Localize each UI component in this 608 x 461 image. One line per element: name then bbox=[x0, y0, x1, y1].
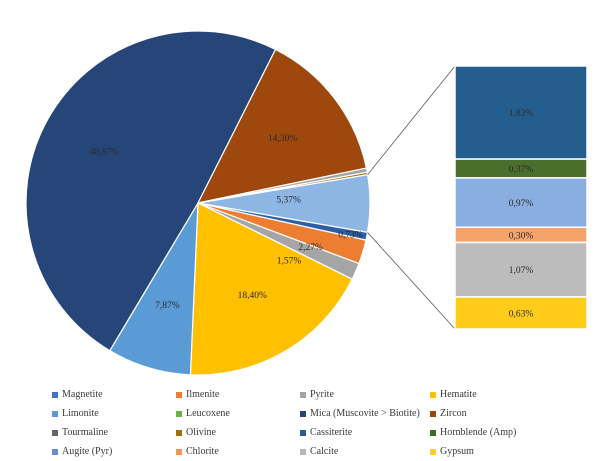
legend-item: Calcite bbox=[300, 443, 430, 460]
pie-slice bbox=[189, 202, 354, 376]
bar-segment bbox=[454, 65, 588, 160]
connector-lines bbox=[367, 65, 456, 330]
bar-segment bbox=[454, 177, 588, 229]
legend-swatch bbox=[300, 391, 306, 398]
legend-item: Tourmaline bbox=[52, 424, 176, 441]
pie-slice-label: 1,57% bbox=[277, 256, 302, 266]
legend-label: Tourmaline bbox=[62, 427, 108, 438]
legend-swatch bbox=[300, 429, 306, 436]
legend-swatch bbox=[52, 410, 58, 417]
legend-swatch bbox=[430, 448, 436, 455]
pie-slice-label: 2,27% bbox=[298, 243, 323, 253]
legend-label: Augite (Pyr) bbox=[62, 446, 113, 457]
legend-item: Chlorite bbox=[176, 443, 300, 460]
legend-item: Magnetite bbox=[52, 386, 176, 403]
legend-item: Zircon bbox=[430, 405, 570, 422]
legend-swatch bbox=[52, 448, 58, 455]
legend-item: Hornblende (Amp) bbox=[430, 424, 570, 441]
bar-segment bbox=[454, 296, 588, 330]
bar-segment-label: 0,30% bbox=[509, 231, 534, 241]
legend-item: Pyrite bbox=[300, 386, 430, 403]
legend-swatch bbox=[52, 391, 58, 398]
legend-label: Magnetite bbox=[62, 389, 103, 400]
pie-slice bbox=[196, 48, 368, 204]
pie-slice-label: 0,73% bbox=[338, 230, 363, 240]
connector-line bbox=[367, 232, 456, 330]
stacked-bar: 1,83% 0,37% 0,97% 0,30% 1,07% 0,63% bbox=[454, 65, 588, 330]
legend-label: Mica (Muscovite > Biotite) bbox=[310, 408, 420, 419]
legend-label: Hematite bbox=[440, 389, 477, 400]
legend-item: Gypsum bbox=[430, 443, 570, 460]
legend-item: Olivine bbox=[176, 424, 300, 441]
legend-item: Cassiterite bbox=[300, 424, 430, 441]
legend-label: Ilmenite bbox=[186, 389, 220, 400]
bar-segment-label: 0,97% bbox=[509, 199, 534, 209]
legend-item: Leucoxene bbox=[176, 405, 300, 422]
legend-label: Gypsum bbox=[440, 446, 474, 457]
legend-label: Pyrite bbox=[310, 389, 334, 400]
legend-swatch bbox=[430, 429, 436, 436]
legend-label: Limonite bbox=[62, 408, 99, 419]
pie-slice bbox=[25, 30, 277, 352]
legend-label: Chlorite bbox=[186, 446, 219, 457]
legend: Magnetite Ilmenite Pyrite Hematite Limonite L… bbox=[52, 386, 592, 460]
bar-segment-label: 0,37% bbox=[509, 165, 534, 175]
pie-slice-label: 14,30% bbox=[268, 134, 297, 144]
pie-slice-label: 48,87% bbox=[90, 148, 119, 158]
connector-line bbox=[367, 65, 456, 175]
legend-label: Leucoxene bbox=[186, 408, 230, 419]
legend-swatch bbox=[176, 448, 182, 455]
legend-item: Mica (Muscovite > Biotite) bbox=[300, 405, 430, 422]
legend-label: Cassiterite bbox=[310, 427, 353, 438]
legend-item: Ilmenite bbox=[176, 386, 300, 403]
legend-swatch bbox=[430, 410, 436, 417]
legend-swatch bbox=[300, 410, 306, 417]
bar-segment-label: 1,83% bbox=[509, 109, 534, 119]
legend-swatch bbox=[52, 429, 58, 436]
legend-label: Hornblende (Amp) bbox=[440, 427, 517, 438]
pie-slice-label: 7,87% bbox=[155, 301, 180, 311]
bar-of-pie-chart: 5,37% 0,73% 2,27% 1,57% 18,40% 7,87% 48,87% 14,… bbox=[25, 30, 588, 376]
legend-swatch bbox=[300, 448, 306, 455]
legend-swatch bbox=[176, 391, 182, 398]
bar-segment-label: 1,07% bbox=[509, 266, 534, 276]
legend-item: Limonite bbox=[52, 405, 176, 422]
bar-segment bbox=[454, 241, 588, 298]
legend-swatch bbox=[176, 429, 182, 436]
legend-item: Hematite bbox=[430, 386, 570, 403]
legend-label: Olivine bbox=[186, 427, 216, 438]
pie: 5,37% 0,73% 2,27% 1,57% 18,40% 7,87% 48,87% 14,… bbox=[25, 30, 371, 376]
legend-swatch bbox=[430, 391, 436, 398]
legend-label: Calcite bbox=[310, 446, 339, 457]
bar-segment-label: 0,63% bbox=[509, 309, 534, 319]
pie-slice-label: 18,40% bbox=[238, 291, 267, 301]
legend-label: Zircon bbox=[440, 408, 467, 419]
legend-swatch bbox=[176, 410, 182, 417]
legend-item: Augite (Pyr) bbox=[52, 443, 176, 460]
pie-slice-label: 5,37% bbox=[276, 195, 301, 205]
